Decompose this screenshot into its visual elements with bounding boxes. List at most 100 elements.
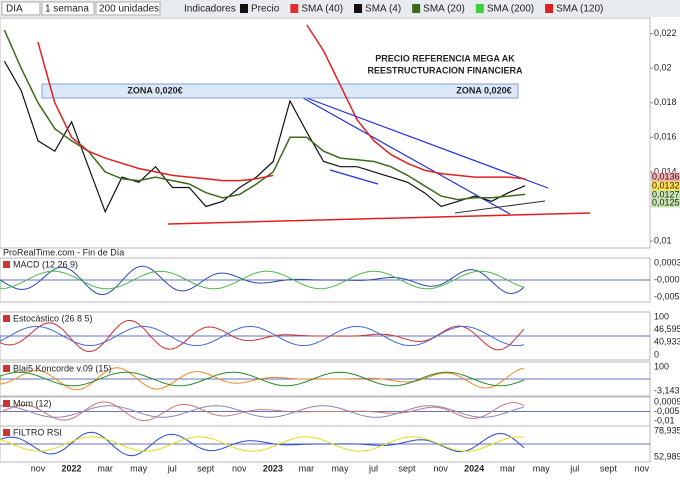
annotation: ZONA 0,020€ [456,85,511,95]
legend-label: Precio [251,4,280,15]
panel-tick-label: -0,01 [654,415,675,425]
trend-line [454,200,546,214]
x-tick-label: may [331,463,349,473]
panel-tick-label: 100 [654,311,669,321]
price-label-box [651,172,680,182]
main-plot [0,17,651,249]
price-label: 0,0127 [652,189,680,199]
zone [41,83,519,99]
panel-tick-label: -0,005 [654,291,680,301]
indicators-button[interactable]: Indicadores [184,4,236,15]
annotation: REESTRUCTURACION FINANCIERA [368,65,524,75]
panel-tick-label: 0 [654,349,659,359]
price-label: 0,0136 [652,171,680,181]
symbol[interactable]: DIA [6,4,23,15]
panel-tick-label: -3,1432 [654,385,680,395]
x-tick-label: jul [569,463,579,473]
x-tick-label: may [533,463,551,473]
y-tick-label: 0,02 [654,63,672,73]
panel-icon [3,261,10,268]
panel-tick-label: 46,595 [654,324,680,334]
price-label: 0,0132 [652,180,680,190]
panel-tick-label: 0,0003 [654,257,680,267]
panel-icon [3,365,10,372]
panel-tick-label: -0,0002 [654,274,680,284]
panel-title: Mom (12) [13,398,52,408]
panel-tick-label: 78,935 [654,425,680,435]
x-tick-label: 2023 [263,463,283,473]
units[interactable]: 200 unidades [99,4,159,15]
y-tick-label: 0,01 [654,235,672,245]
indicator-line [0,371,525,387]
price-label: 0,0125 [652,197,680,207]
x-tick-label: sept [197,463,215,473]
period-box[interactable] [41,1,95,16]
price-label-box [651,190,680,200]
panel-tick-label: 100 [654,361,669,371]
x-tick-label: 2024 [464,463,484,473]
source: ProRealTime.com - Fin de Día [3,247,124,257]
panel-tick-label: -0,005 [654,406,680,416]
y-tick-label: 0,018 [654,97,677,107]
legend-label: SMA (120) [556,4,603,15]
panel-title: MACD (12 26 9) [13,259,78,269]
panel-title: FILTRO RSI [13,427,62,437]
indicator-line [0,325,525,347]
legend-label: SMA (200) [487,4,534,15]
panel-tick-label: 52,989 [654,451,680,461]
units-box[interactable] [95,1,161,16]
trend-line [295,93,511,215]
x-tick-label: nov [232,463,247,473]
legend-label: SMA (4) [365,4,401,15]
y-tick-label: 0,022 [654,28,677,38]
annotation: PRECIO REFERENCIA MEGA AK [375,53,515,63]
x-tick-label: jul [167,463,177,473]
legend-swatch [290,4,299,13]
legend-label: SMA (20) [423,4,465,15]
x-tick-label: may [130,463,148,473]
legend-swatch [412,4,421,13]
panel-tick-label: 0,0009 [654,396,680,406]
series-line [3,60,526,214]
y-tick-label: 0,014 [654,166,677,176]
legend-swatch [354,4,363,13]
annotation: ZONA 0,020€ [127,85,182,95]
x-tick-label: nov [31,463,46,473]
indicator-line [0,265,525,296]
legend-swatch [545,4,554,13]
series-line [3,29,526,201]
panel-icon [3,400,10,407]
x-tick-label: nov [635,463,650,473]
price-label-box [651,198,680,208]
panel-title: Estocástico (26 8 5) [13,313,93,323]
x-tick-label: 2022 [62,463,82,473]
trend-line [329,169,379,185]
x-tick-label: jul [368,463,378,473]
x-tick-label: sept [399,463,417,473]
price-label-box [651,181,680,191]
panel-icon [3,315,10,322]
indicator-line [0,405,525,418]
legend-swatch [475,4,484,13]
indicator-line [0,270,525,290]
indicator-line [0,436,525,452]
series-line [37,24,526,182]
symbol-box[interactable] [1,1,41,16]
trend-line [295,93,549,189]
legend-swatch [240,4,248,13]
support-line [167,212,591,225]
y-tick-label: 0,016 [654,132,677,142]
panel-icon [3,429,10,436]
legend-label: SMA (40) [301,4,343,15]
x-tick-label: mar [97,463,113,473]
x-tick-label: mar [500,463,516,473]
panel-tick-label: 40,933 [654,337,680,347]
period[interactable]: 1 semana [45,4,89,15]
panel-title: Blai5 Koncorde v.09 (15) [13,363,111,373]
x-tick-label: sept [600,463,618,473]
toolbar [0,0,680,17]
x-tick-label: mar [299,463,315,473]
x-tick-label: nov [433,463,448,473]
